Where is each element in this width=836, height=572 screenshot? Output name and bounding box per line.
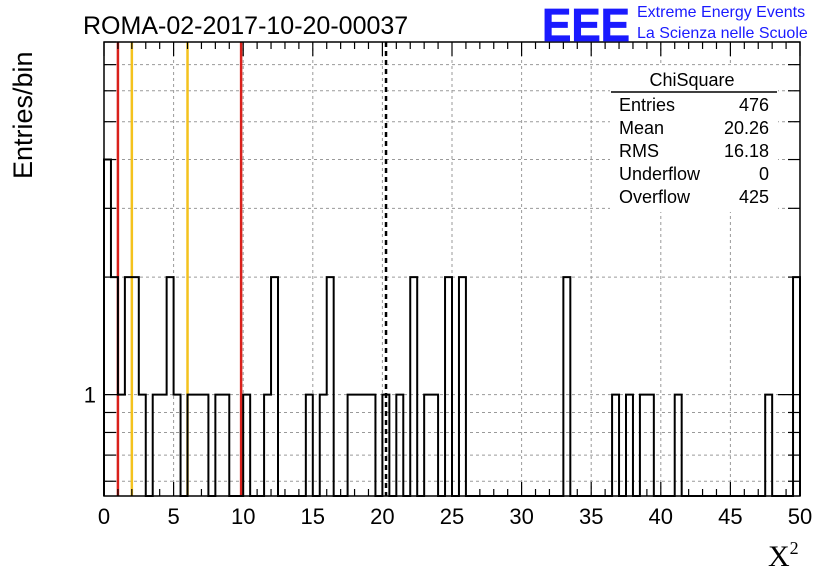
histogram-bin [793,277,800,496]
stats-box: ChiSquare Entries 476 Mean 20.26 RMS 16.18 Und… [610,66,778,212]
stats-row-label: Underflow [619,164,701,184]
x-tick-label: 15 [301,504,325,529]
eee-logo: EEE Extreme Energy Events La Scienza nel… [542,0,808,51]
histogram-bin [459,277,466,496]
eee-logo-line2: La Scienza nelle Scuole [637,25,808,42]
histogram-bin [410,277,417,496]
marker-lines [116,42,388,496]
eee-logo-line1: Extreme Energy Events [637,4,805,21]
histogram-bin [563,277,570,496]
tick-labels: 0 5 10 15 20 25 30 35 40 45 50 1 [84,383,812,529]
stats-row-label: RMS [619,141,659,161]
x-axis-label: X2 [768,538,799,572]
x-tick-label: 25 [440,504,464,529]
x-tick-label: 50 [788,504,812,529]
x-tick-label: 45 [718,504,742,529]
chart-title: ROMA-02-2017-10-20-00037 [83,12,408,40]
histogram-bin [327,277,334,496]
histogram-bin [271,277,278,496]
stats-row-label: Entries [619,95,675,115]
x-tick-label: 35 [579,504,603,529]
x-axis-label-base: X [768,540,790,572]
x-tick-label: 10 [231,504,255,529]
eee-logo-letters: EEE [542,0,630,51]
stats-row-value: 20.26 [724,118,769,138]
histogram-bin [445,277,452,496]
y-axis-label: Entries/bin [8,51,38,179]
x-axis-label-superscript: 2 [790,538,799,558]
axis-ticks [103,41,801,496]
y-tick-label: 1 [84,383,96,408]
stats-row-value: 0 [759,164,769,184]
x-tick-label: 0 [98,504,110,529]
stats-box-rows: Entries 476 Mean 20.26 RMS 16.18 Underflow 0 Ove… [619,95,769,207]
x-tick-label: 20 [370,504,394,529]
x-tick-label: 40 [649,504,673,529]
stats-box-background [610,66,778,212]
stats-box-title: ChiSquare [649,70,734,90]
histogram-bin [104,160,111,496]
x-tick-label: 5 [167,504,179,529]
x-tick-label: 30 [509,504,533,529]
histogram-bin [167,277,174,496]
stats-row-value: 425 [739,187,769,207]
stats-row-value: 16.18 [724,141,769,161]
stats-row-label: Overflow [619,187,691,207]
stats-row-value: 476 [739,95,769,115]
stats-row-label: Mean [619,118,664,138]
